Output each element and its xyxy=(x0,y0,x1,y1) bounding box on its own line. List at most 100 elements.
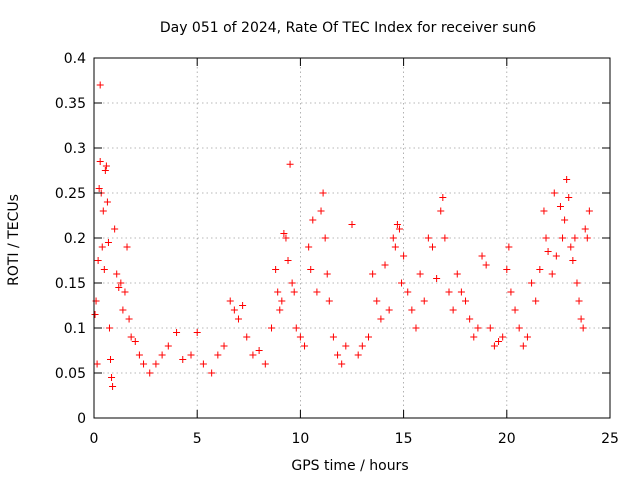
data-point xyxy=(571,234,579,242)
data-point xyxy=(577,315,585,323)
data-point xyxy=(569,257,577,264)
data-point xyxy=(365,333,373,341)
data-point xyxy=(255,347,263,354)
data-point xyxy=(276,306,284,314)
data-point xyxy=(542,234,550,242)
data-point xyxy=(125,315,133,323)
data-point xyxy=(404,288,412,296)
data-point xyxy=(462,297,470,305)
scatter-points xyxy=(91,81,593,390)
data-point xyxy=(123,243,131,251)
x-axis-ticks: 0 5 10 15 20 25 xyxy=(90,58,619,447)
data-point xyxy=(457,288,465,296)
data-point xyxy=(111,225,119,233)
data-point xyxy=(567,243,575,251)
x-tick-label: 5 xyxy=(193,431,202,447)
y-tick-label: 0.1 xyxy=(64,321,86,337)
data-point xyxy=(585,207,593,215)
data-point xyxy=(272,266,280,273)
data-point xyxy=(416,270,424,278)
data-point xyxy=(583,234,591,242)
data-point xyxy=(99,207,107,215)
data-point xyxy=(146,369,154,377)
data-point xyxy=(515,324,523,332)
data-point xyxy=(140,360,148,368)
data-point xyxy=(325,297,333,305)
data-point xyxy=(563,176,571,183)
grid-lines xyxy=(94,58,610,418)
data-point xyxy=(98,243,106,251)
y-tick-label: 0.35 xyxy=(55,96,86,112)
chart-title: Day 051 of 2024, Rate Of TEC Index for r… xyxy=(160,20,536,36)
data-point xyxy=(428,243,436,251)
data-point xyxy=(193,329,201,336)
data-point xyxy=(307,266,315,273)
y-axis-ticks: 0 0.05 0.1 0.15 0.2 0.25 0.3 0.35 0.4 xyxy=(55,51,610,427)
data-point xyxy=(108,374,116,381)
y-axis-label: ROTI / TECUs xyxy=(6,194,22,286)
data-point xyxy=(115,284,123,291)
data-point xyxy=(284,257,292,264)
data-point xyxy=(230,306,238,314)
data-point xyxy=(101,167,109,174)
data-point xyxy=(261,360,269,368)
data-point xyxy=(548,270,556,278)
data-point xyxy=(381,261,389,269)
data-point xyxy=(282,234,290,242)
data-point xyxy=(486,324,494,332)
data-point xyxy=(338,360,346,368)
data-point xyxy=(573,279,581,287)
data-point xyxy=(561,216,569,224)
y-tick-label: 0.3 xyxy=(64,141,86,157)
data-point xyxy=(131,338,139,345)
data-point xyxy=(470,333,478,341)
data-point xyxy=(292,324,300,332)
data-point xyxy=(91,311,99,318)
x-tick-label: 15 xyxy=(395,431,413,447)
y-tick-label: 0.05 xyxy=(55,366,86,382)
data-point xyxy=(373,297,381,305)
data-point xyxy=(445,288,453,296)
data-point xyxy=(173,329,181,336)
y-tick-label: 0.4 xyxy=(64,51,86,67)
data-point xyxy=(309,216,317,224)
data-point xyxy=(313,288,321,296)
data-point xyxy=(214,351,222,359)
data-point xyxy=(474,324,482,332)
data-point xyxy=(377,315,385,323)
data-point xyxy=(317,207,325,215)
data-point xyxy=(208,369,216,377)
data-point xyxy=(565,194,573,201)
data-point xyxy=(385,306,393,314)
data-point xyxy=(286,160,294,168)
data-point xyxy=(226,297,234,305)
data-point xyxy=(505,243,513,251)
data-point xyxy=(393,221,401,228)
data-point xyxy=(119,306,127,314)
data-point xyxy=(358,342,366,350)
data-point xyxy=(158,351,166,359)
y-tick-label: 0 xyxy=(77,411,86,427)
data-point xyxy=(441,234,449,242)
data-point xyxy=(453,270,461,278)
data-point xyxy=(550,189,558,197)
data-point xyxy=(439,194,447,201)
data-point xyxy=(329,333,337,341)
data-point xyxy=(556,203,564,210)
data-point xyxy=(117,279,125,287)
data-point xyxy=(278,297,286,305)
data-point xyxy=(102,162,110,170)
data-point xyxy=(478,252,486,260)
data-point xyxy=(511,306,519,314)
data-point xyxy=(528,279,536,287)
x-tick-label: 20 xyxy=(498,431,516,447)
data-point xyxy=(96,158,104,165)
data-point xyxy=(482,261,490,269)
data-point xyxy=(395,225,403,233)
y-tick-label: 0.2 xyxy=(64,231,86,247)
data-point xyxy=(103,198,111,206)
data-point xyxy=(187,351,195,359)
data-point xyxy=(199,360,207,368)
data-point xyxy=(466,315,474,323)
